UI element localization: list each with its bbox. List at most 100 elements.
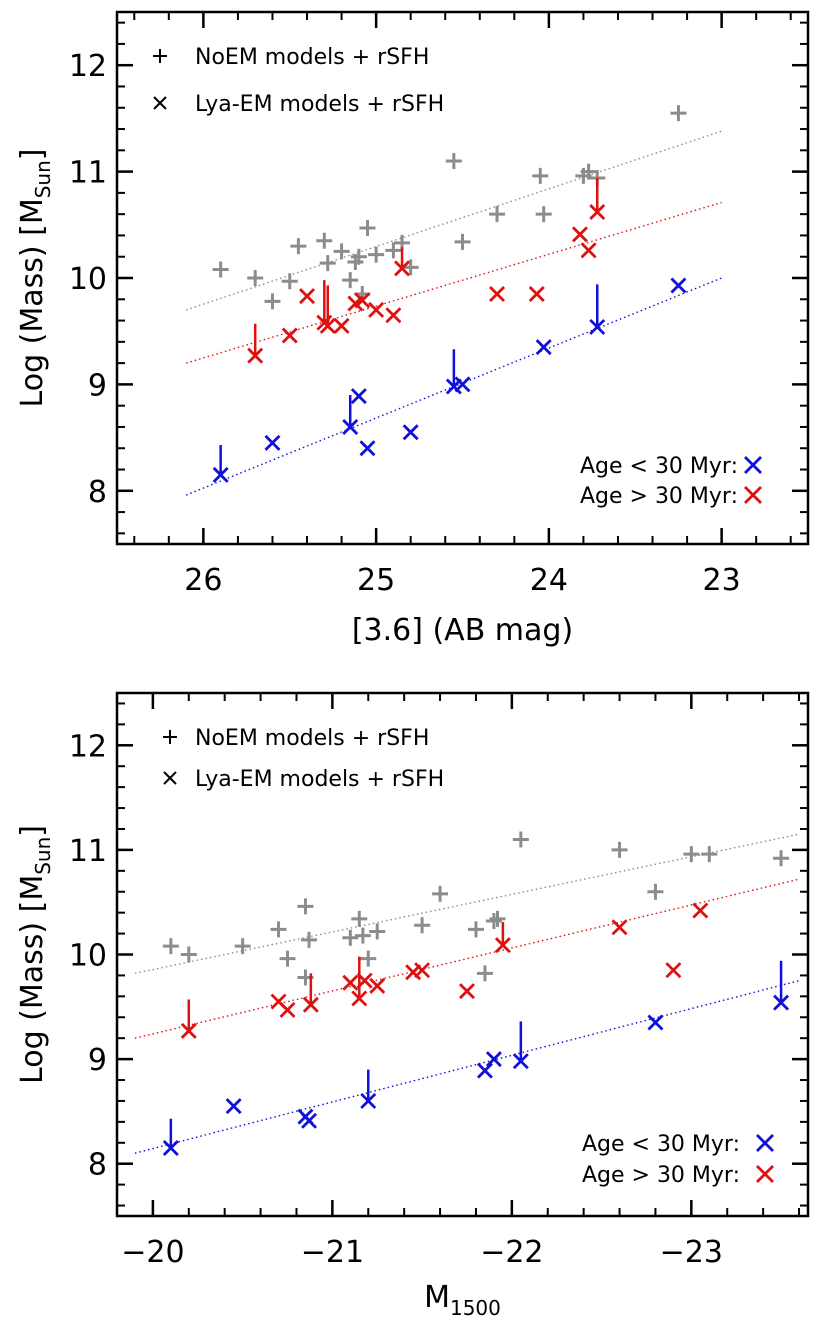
p0-x-axis-title: [3.6] (AB mag) [352,613,573,648]
p1-legend-plus-icon [163,730,177,744]
p0-plus-marker [670,105,687,122]
p1-age-legend-x-icon [756,1165,774,1183]
p1-x-marker [773,994,790,1011]
p0-legend-label: NoEM models + rSFH [195,45,429,70]
p0-x-marker [670,277,687,294]
p1-plus-marker [476,965,493,982]
p1-x-marker [485,1051,502,1068]
p1-x-marker [494,937,511,954]
p0-x-tick-label: 23 [703,563,741,598]
p0-plus-marker [532,167,549,184]
p1-y-axis-title: Log (Mass) [MSun] [15,825,55,1084]
p1-plus-marker [270,921,287,938]
panel-bottom-mass-vs-m1500: −20 −21 −22 −23 8 9 10 11 12 M1500 Log (Mass) [MSu… [15,691,810,1320]
p0-x-marker [350,388,367,405]
p1-plot-area [134,831,800,1156]
p0-x-marker [354,292,371,309]
p0-x-marker [402,424,419,441]
p1-age-legend-label: Age > 30 Myr: [582,1163,740,1188]
p1-fit-line [134,878,800,1039]
p0-plus-marker [316,232,333,249]
p0-y-tick-label: 12 [69,49,107,84]
p0-legend-x-icon [153,96,167,110]
p0-plus-marker [580,163,597,180]
p0-plus-marker [247,270,264,286]
p1-x-marker [458,983,475,1000]
p1-x-marker [611,919,628,936]
p0-x-marker [342,418,359,435]
p1-plus-marker [611,841,628,858]
p0-series-0 [212,105,687,310]
p0-x-marker [589,318,606,335]
p0-plus-marker [333,243,350,260]
p0-y-tick-label: 8 [88,475,107,510]
p1-plus-marker [773,850,790,867]
p1-x-marker [279,1001,296,1018]
p0-x-marker [359,440,376,457]
p0-plus-marker [281,273,298,290]
p1-plus-marker [360,950,377,967]
p0-plus-marker [350,248,367,265]
p0-series-1 [247,177,606,364]
p0-plus-marker [535,206,552,223]
p1-x-marker [180,1022,197,1039]
p1-plus-marker [485,913,502,930]
p1-y-tick-label: 8 [88,1148,107,1183]
p0-plus-marker [319,255,336,272]
p0-x-marker [319,317,336,334]
p0-x-marker [333,317,350,334]
p1-x-marker [512,1053,529,1070]
p1-y-tick-label: 9 [88,1043,107,1078]
p1-x-tick-label: −23 [660,1235,723,1270]
p0-x-tick-label: 24 [530,563,568,598]
p1-x-marker [647,1014,664,1031]
p0-plus-marker [368,246,385,263]
p1-plus-marker [683,846,700,863]
p1-legend-x-icon [163,771,177,785]
p0-plus-marker [342,272,359,289]
p1-plus-marker [351,910,368,927]
p1-series-0 [162,831,790,986]
p1-plus-marker [279,950,296,967]
p0-x-marker [368,301,385,318]
p1-plus-marker [647,883,664,900]
p1-x-tick-label: −21 [301,1235,364,1270]
p1-plus-marker [301,931,318,948]
p0-y-tick-label: 9 [88,368,107,403]
panel-top-mass-vs-irac: 26 25 24 23 8 9 10 11 12 [3.6] (AB mag) Log (Mass)… [15,10,810,648]
p1-plus-marker [414,917,431,934]
p0-plus-marker [489,206,506,223]
p0-x-marker [299,288,316,305]
p0-y-tick-label: 11 [69,156,107,191]
p1-x-marker [476,1062,493,1079]
p1-x-marker [301,1112,318,1129]
p1-fit-line [134,979,800,1154]
p1-x-marker [692,902,709,919]
p0-x-marker [489,285,506,302]
p0-x-marker [528,285,545,302]
p1-plus-marker [180,946,197,963]
p0-plus-marker [290,238,307,255]
p0-plus-marker [359,219,376,236]
p1-y-tick-label: 11 [69,834,107,869]
p1-x-tick-label: −22 [480,1235,543,1270]
p1-plus-marker [432,885,449,902]
p1-plus-marker [489,910,506,927]
p0-plus-marker [385,242,402,259]
p1-x-marker [225,1098,242,1115]
p0-plus-marker [445,152,462,169]
p0-x-marker [264,434,281,451]
p1-age-legend-label: Age < 30 Myr: [582,1132,740,1157]
p1-x-tick-label: −20 [121,1235,184,1270]
p1-y-tick-label: 10 [69,939,107,974]
p0-plot-area [185,105,722,496]
p1-plus-marker [162,938,179,955]
p1-plus-marker [512,831,529,848]
p1-x-marker [369,977,386,994]
p1-age-legend-x-icon [756,1134,774,1152]
p0-x-marker [589,204,606,221]
p1-x-marker [342,974,359,991]
p0-plus-marker [264,293,281,310]
p1-plus-marker [467,921,484,938]
